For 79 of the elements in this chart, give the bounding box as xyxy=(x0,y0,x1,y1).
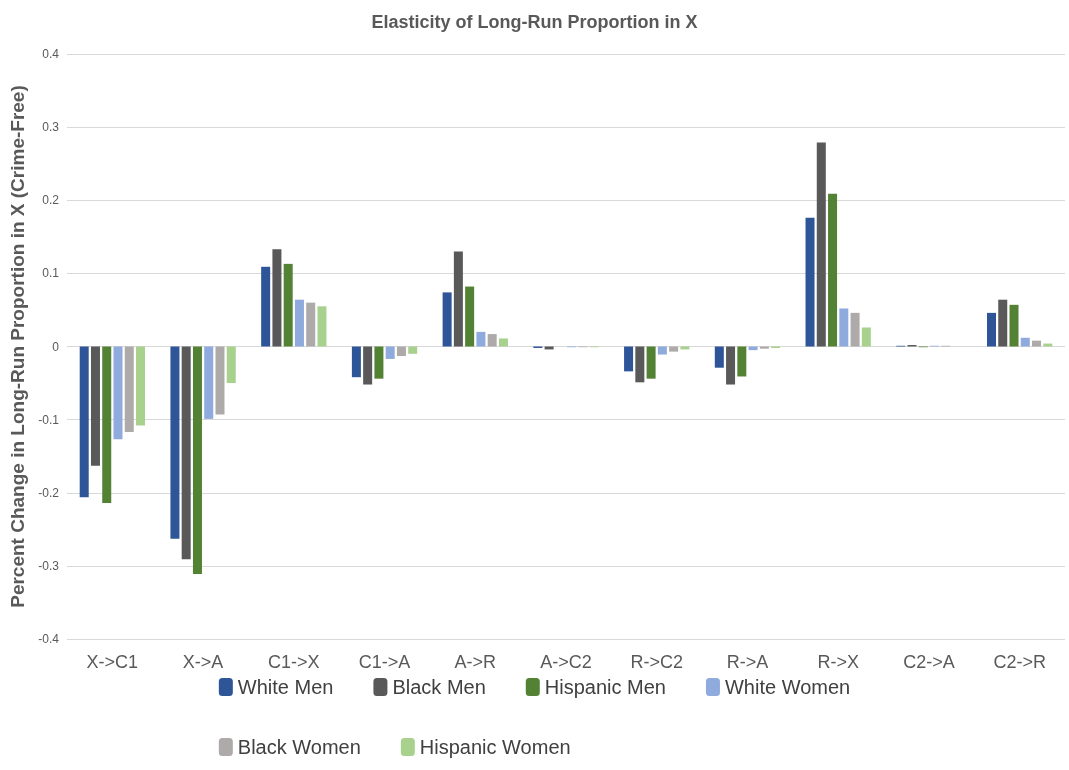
x-tick-label: R->C2 xyxy=(630,652,683,672)
y-axis-title: Percent Change in Long-Run Proportion in X (Crime-Free) xyxy=(7,85,28,608)
bar xyxy=(1009,304,1019,347)
bar xyxy=(79,346,89,498)
bar xyxy=(408,346,418,354)
bar xyxy=(861,327,871,347)
bar xyxy=(816,142,826,347)
bar xyxy=(306,302,316,347)
x-tick-label: A->C2 xyxy=(540,652,592,672)
bar xyxy=(226,346,236,384)
bar xyxy=(192,346,202,574)
x-tick-label: C1->X xyxy=(268,652,320,672)
bar xyxy=(737,346,747,377)
chart-title: Elasticity of Long-Run Proportion in X xyxy=(371,12,698,32)
x-tick-label: C1->A xyxy=(358,652,411,672)
legend-label: White Men xyxy=(237,676,334,698)
bar xyxy=(363,346,373,385)
y-tick-label: -0.4 xyxy=(38,632,60,646)
legend-label: White Women xyxy=(724,676,851,698)
bar xyxy=(714,346,724,368)
bar xyxy=(317,306,327,347)
x-tick-label: X->A xyxy=(182,652,224,672)
x-tick-label: X->C1 xyxy=(86,652,139,672)
bar xyxy=(124,346,134,433)
bar xyxy=(204,346,214,419)
bar xyxy=(351,346,361,378)
bar xyxy=(215,346,225,415)
y-tick-label: -0.2 xyxy=(38,485,60,500)
legend-label: Black Women xyxy=(237,736,361,758)
bar xyxy=(102,346,112,503)
bar xyxy=(283,263,293,347)
y-tick-label: 0.2 xyxy=(42,193,60,208)
bar xyxy=(805,217,815,347)
x-tick-label: R->X xyxy=(817,652,859,672)
bar xyxy=(839,308,849,347)
bar xyxy=(498,338,508,347)
bar xyxy=(850,312,860,347)
bar xyxy=(90,346,100,466)
bar xyxy=(272,249,282,347)
legend-label: Hispanic Men xyxy=(544,676,666,698)
bar xyxy=(487,334,497,347)
bar xyxy=(396,346,406,357)
y-tick-label: -0.1 xyxy=(38,412,60,427)
legend-label: Black Men xyxy=(392,676,486,698)
x-tick-label: C2->A xyxy=(903,652,955,672)
bar xyxy=(294,299,304,347)
bar xyxy=(113,346,123,440)
y-tick-label: 0 xyxy=(52,339,60,354)
bar xyxy=(1020,337,1030,347)
bar xyxy=(669,346,679,352)
bar xyxy=(986,312,996,347)
bar xyxy=(170,346,180,539)
bar xyxy=(828,193,838,347)
bar xyxy=(1032,340,1042,347)
y-tick-label: 0.1 xyxy=(42,266,60,281)
bar xyxy=(385,346,395,359)
bar xyxy=(465,286,475,347)
bar xyxy=(646,346,656,379)
bar xyxy=(726,346,736,385)
bar xyxy=(998,299,1008,347)
x-tick-label: A->R xyxy=(454,652,497,672)
bar xyxy=(657,346,667,355)
y-tick-label: -0.3 xyxy=(38,558,60,573)
bar xyxy=(759,346,769,349)
bar xyxy=(476,331,486,347)
bar xyxy=(374,346,384,379)
bar xyxy=(1043,343,1053,347)
x-tick-label: C2->R xyxy=(993,652,1046,672)
bar xyxy=(442,292,452,347)
x-tick-label: R->A xyxy=(726,652,769,672)
bar xyxy=(453,251,463,347)
bar xyxy=(624,346,634,372)
y-tick-label: 0.4 xyxy=(42,47,60,61)
bar xyxy=(181,346,191,560)
bar xyxy=(261,266,271,347)
bar xyxy=(635,346,645,383)
legend-label: Hispanic Women xyxy=(419,736,571,758)
y-tick-label: 0.3 xyxy=(42,120,60,135)
bar xyxy=(136,346,146,426)
